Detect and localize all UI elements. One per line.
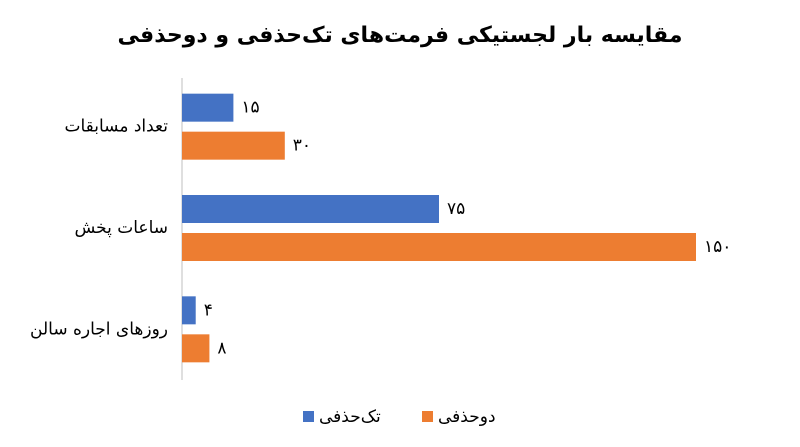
bar xyxy=(182,195,439,223)
bar xyxy=(182,131,285,160)
bar xyxy=(182,296,196,325)
value-label: ۱۵۰ xyxy=(704,237,731,257)
category-label: روزهای اجاره سالن xyxy=(30,319,168,339)
legend-label: تک‌حذفی xyxy=(319,407,381,427)
value-label: ۴ xyxy=(204,300,213,320)
legend-swatch xyxy=(422,411,433,422)
value-label: ۸ xyxy=(217,338,226,358)
value-label: ۷۵ xyxy=(447,199,465,219)
chart-title: مقایسه بار لجستیکی فرمت‌های تک‌حذفی و دو… xyxy=(118,23,683,48)
bar xyxy=(182,233,696,261)
category-label: تعداد مسابقات xyxy=(64,117,168,137)
bar xyxy=(182,334,210,363)
value-label: ۳۰ xyxy=(293,136,311,156)
value-label: ۱۵ xyxy=(241,98,259,118)
category-label: ساعات پخش xyxy=(74,218,168,238)
bar xyxy=(182,93,234,122)
legend-swatch xyxy=(303,411,314,422)
legend-label: دوحذفی xyxy=(438,407,496,427)
